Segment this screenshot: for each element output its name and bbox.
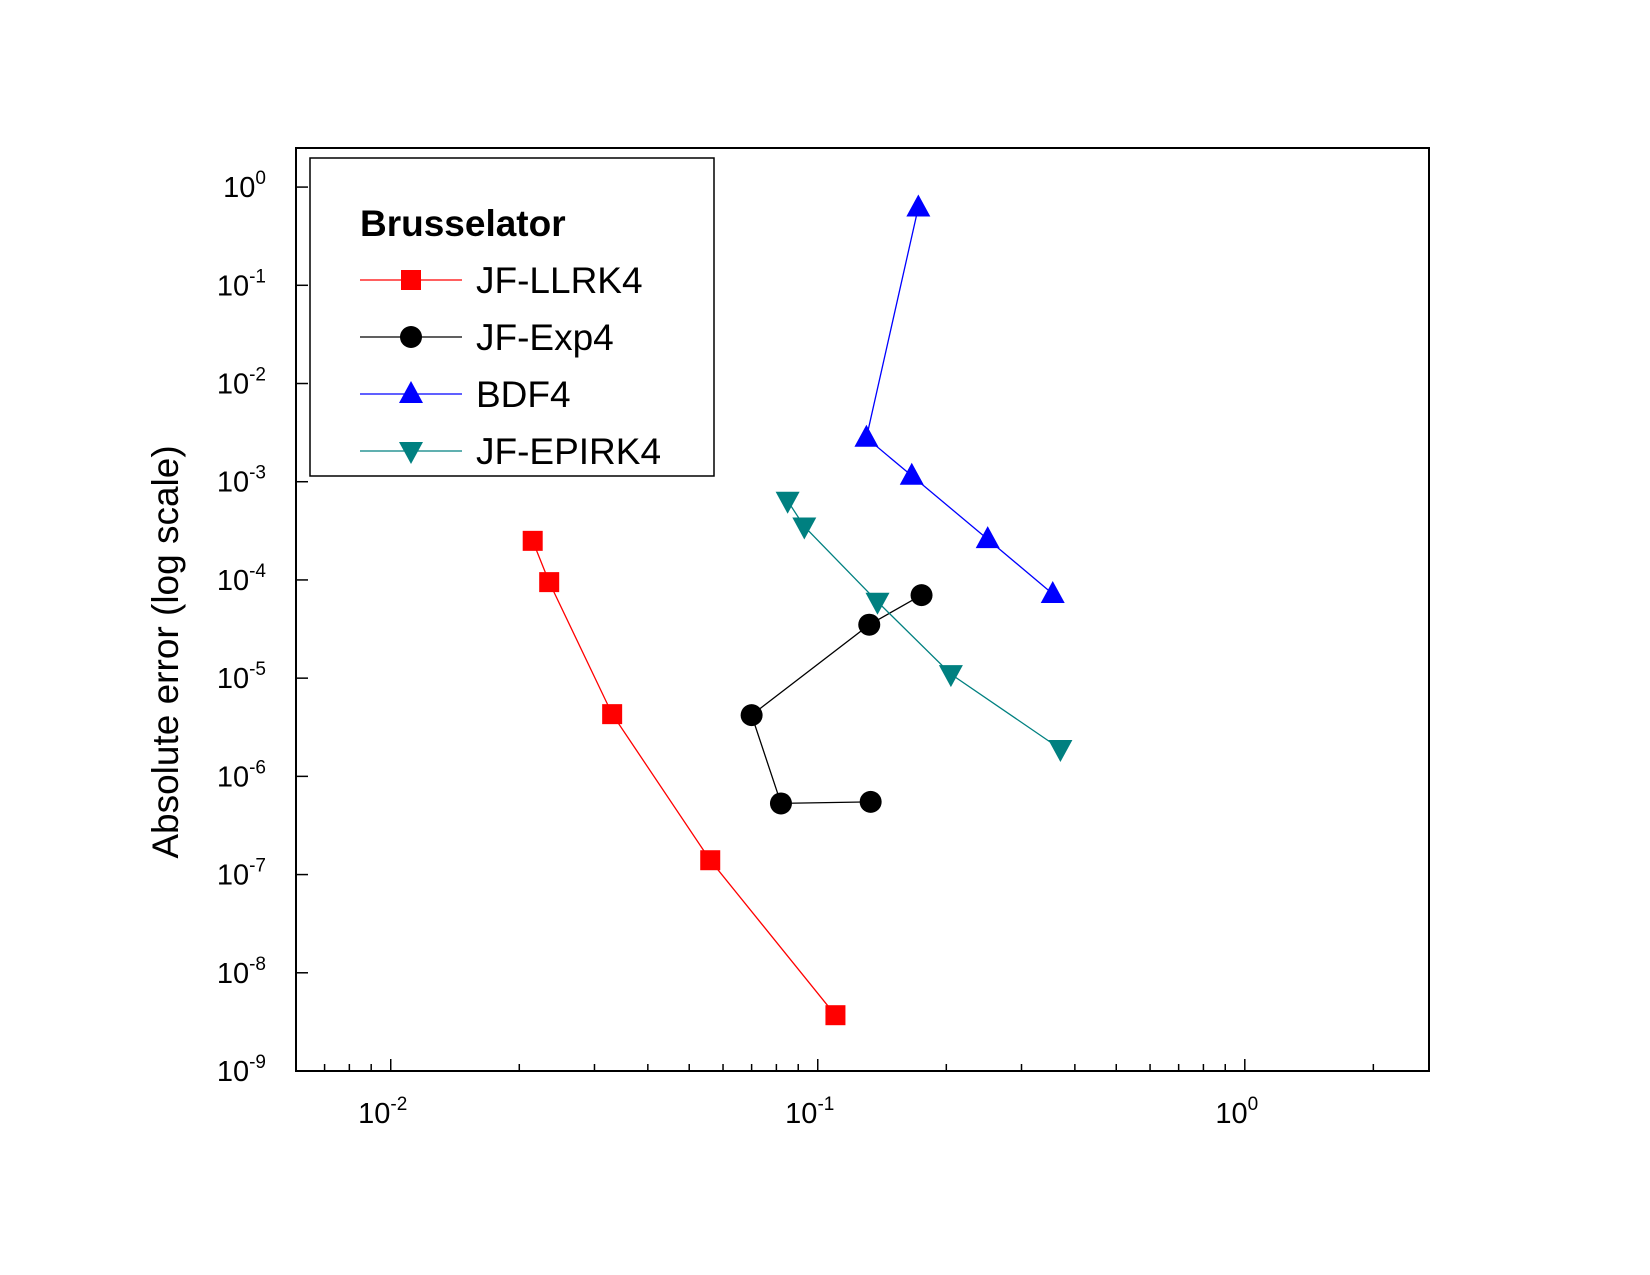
data-point (975, 526, 1000, 549)
data-point (769, 792, 792, 815)
ticks-layer: 10-2 10-1 10010010-110-210-310-410-510-610… (217, 168, 1375, 1130)
series-jf-epirk4 (775, 491, 1073, 762)
y-tick-exponent: -4 (249, 561, 266, 582)
data-point (539, 572, 560, 593)
legend-entries: JF-LLRK4 JF-Exp4 BDF4 JF-EPIRK4 (360, 260, 661, 472)
x-tick-exponent: -2 (390, 1094, 407, 1115)
x-tick-label: 10-2 (358, 1094, 407, 1130)
x-tick-label: 100 (1215, 1094, 1258, 1130)
legend-box (309, 157, 715, 477)
y-tick-base: 10 (217, 860, 249, 892)
y-tick-base: 10 (217, 958, 249, 990)
data-point (700, 850, 721, 871)
y-tick-base: 10 (217, 270, 249, 302)
y-tick-label: 10-9 (217, 1052, 266, 1088)
y-tick-label: 10-4 (217, 561, 267, 597)
data-point (792, 517, 817, 540)
data-point (602, 704, 623, 725)
series-bdf4 (854, 194, 1065, 603)
y-tick-exponent: 0 (255, 168, 266, 189)
data-point (938, 665, 963, 688)
y-tick-exponent: -5 (249, 659, 266, 680)
y-tick-exponent: -7 (249, 856, 266, 877)
x-tick-exponent: -1 (817, 1094, 834, 1115)
y-tick-exponent: -9 (249, 1052, 266, 1073)
legend-label: JF-EPIRK4 (476, 431, 661, 472)
y-tick-exponent: -8 (249, 954, 266, 975)
legend-marker (401, 270, 421, 290)
data-point (859, 790, 882, 813)
legend-entry: JF-Exp4 (360, 317, 614, 358)
x-tick-label: 10-1 (785, 1094, 834, 1130)
data-point (825, 1005, 846, 1026)
data-point (740, 704, 763, 727)
y-tick-base: 10 (217, 369, 249, 401)
legend-marker (399, 442, 423, 464)
data-point (858, 613, 881, 636)
y-axis-title: Absolute error (log scale) (145, 445, 186, 858)
x-tick-exponent: 0 (1248, 1094, 1259, 1115)
legend-entry: BDF4 (360, 374, 571, 415)
series-layer (522, 194, 1073, 1026)
legend-label: BDF4 (476, 374, 571, 415)
data-point (1048, 739, 1073, 762)
y-tick-label: 10-3 (217, 463, 266, 499)
legend-title: Brusselator (360, 203, 566, 244)
y-tick-base: 10 (217, 761, 249, 793)
legend-marker (399, 381, 423, 403)
data-point (899, 462, 924, 485)
series-jf-llrk4 (522, 530, 846, 1026)
data-point (865, 592, 890, 615)
legend: Brusselator JF-LLRK4 JF-Exp4 BDF4 JF-EPIRK4 (309, 157, 715, 477)
y-tick-base: 10 (217, 467, 249, 499)
y-tick-label: 100 (223, 168, 266, 204)
data-point (522, 530, 543, 551)
y-tick-base: 10 (217, 663, 249, 695)
data-point (854, 424, 879, 447)
x-tick-base: 10 (358, 1098, 390, 1130)
x-tick-base: 10 (785, 1098, 817, 1130)
y-tick-exponent: -1 (249, 266, 266, 287)
y-tick-label: 10-1 (217, 266, 266, 302)
y-tick-label: 10-7 (217, 856, 266, 892)
legend-entry: JF-LLRK4 (360, 260, 643, 301)
legend-entry: JF-EPIRK4 (360, 431, 661, 472)
y-tick-label: 10-6 (217, 757, 266, 793)
y-tick-label: 10-8 (217, 954, 266, 990)
x-tick-base: 10 (1215, 1098, 1247, 1130)
y-tick-exponent: -6 (249, 757, 266, 778)
data-point (906, 194, 931, 217)
legend-label: JF-LLRK4 (476, 260, 643, 301)
y-tick-base: 10 (217, 1056, 249, 1088)
series-jf-exp4 (740, 584, 933, 815)
data-point (1040, 580, 1065, 603)
y-tick-base: 10 (217, 565, 249, 597)
data-point (775, 491, 800, 514)
legend-marker (400, 326, 422, 348)
y-tick-exponent: -3 (249, 463, 266, 484)
y-tick-label: 10-2 (217, 365, 266, 401)
y-tick-label: 10-5 (217, 659, 266, 695)
y-tick-exponent: -2 (249, 365, 266, 386)
legend-label: JF-Exp4 (476, 317, 614, 358)
data-point (910, 584, 933, 607)
y-tick-base: 10 (223, 172, 255, 204)
